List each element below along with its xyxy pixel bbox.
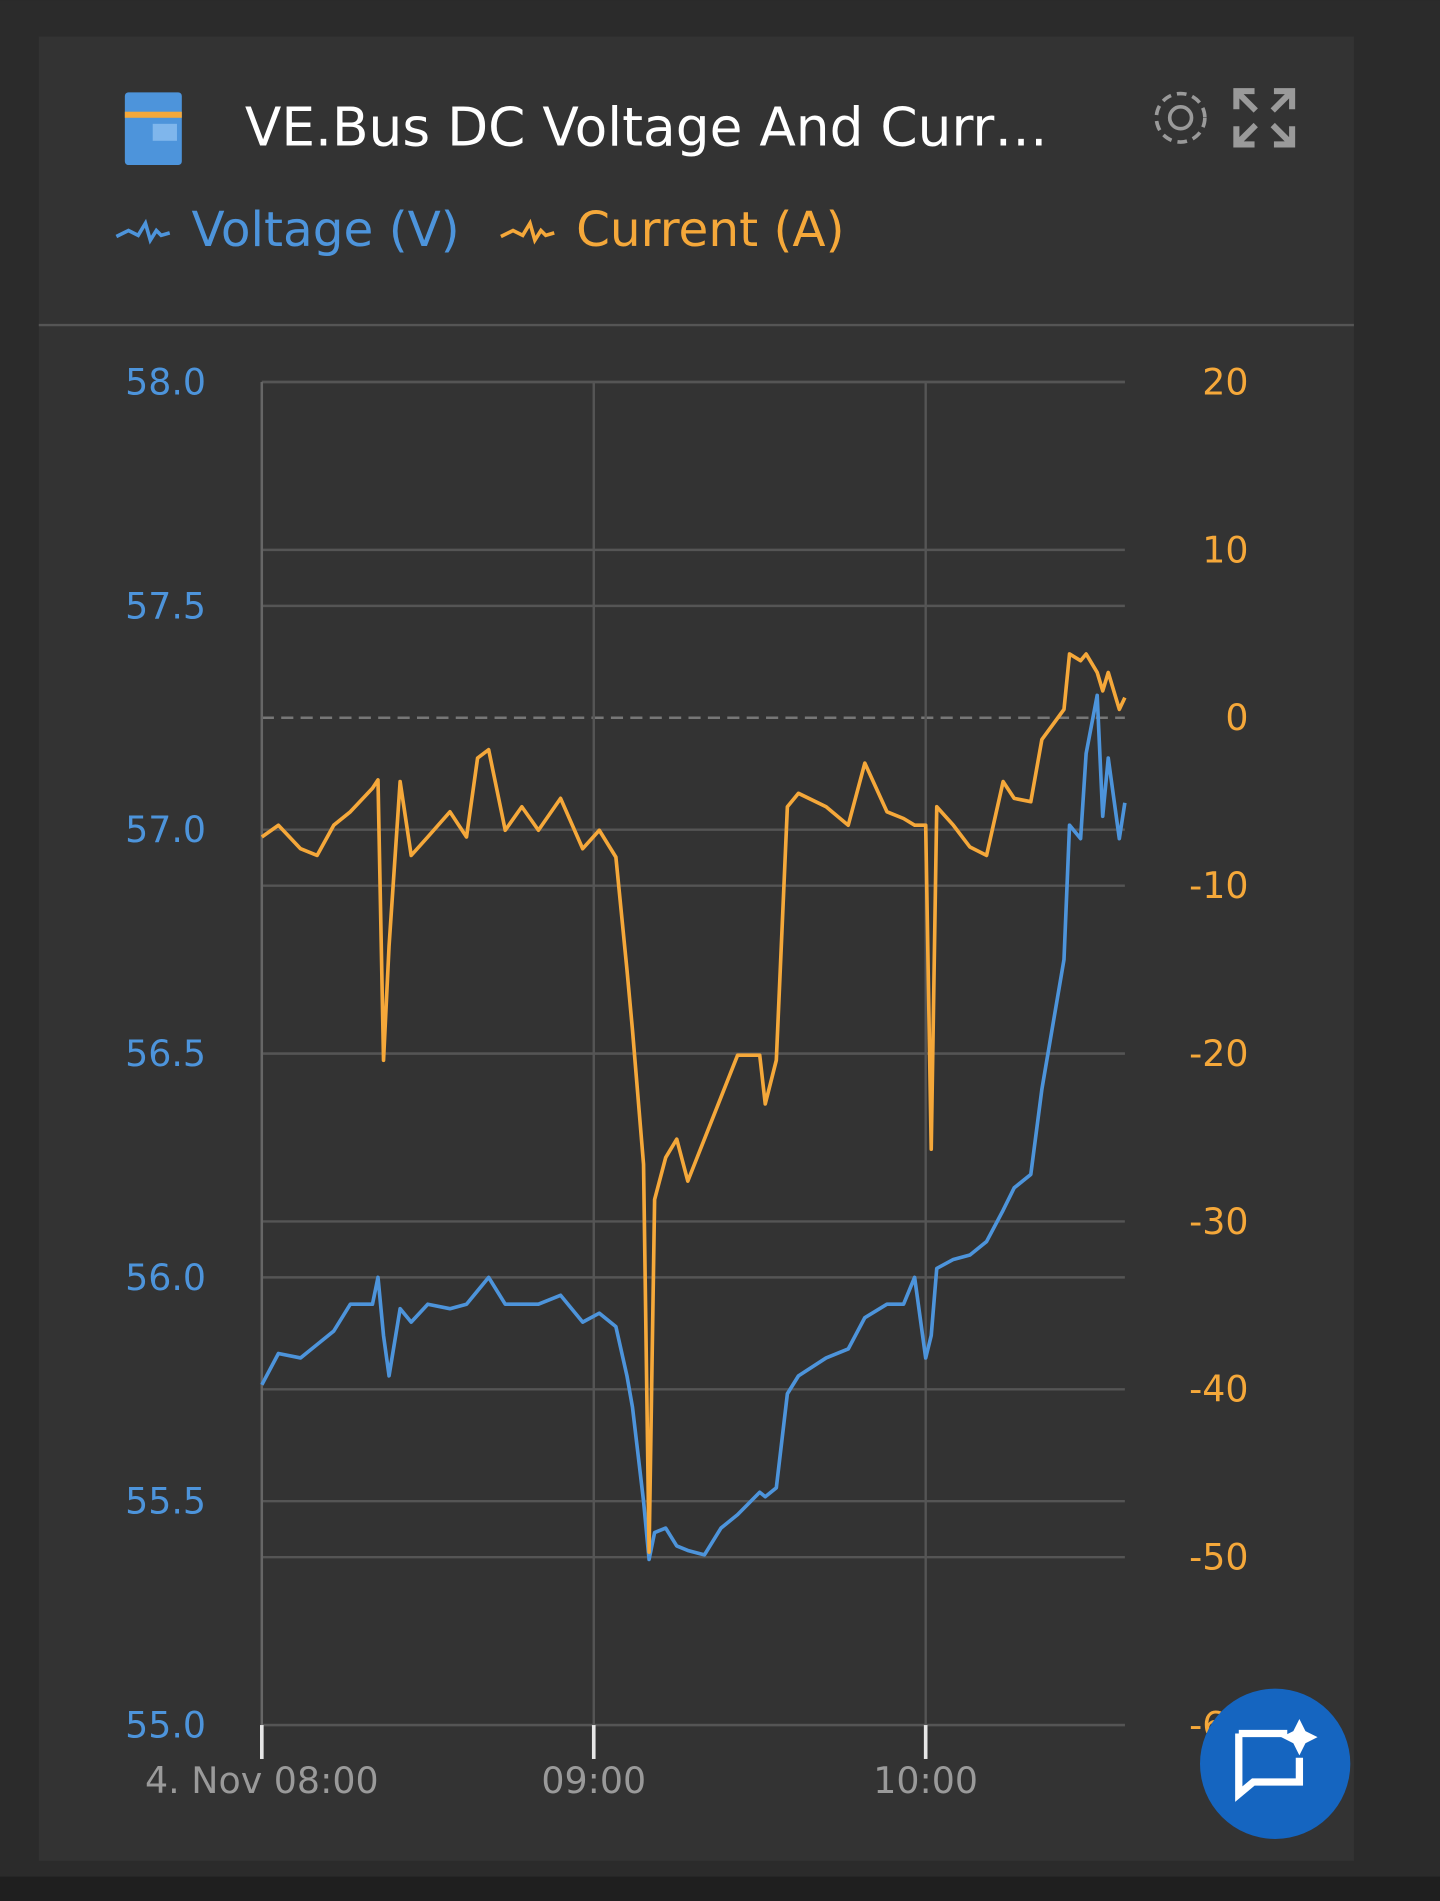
expand-button[interactable]	[1233, 88, 1296, 148]
x-tick-label: 10:00	[873, 1759, 978, 1802]
data-line	[260, 693, 1127, 1562]
y-tick-label: 55.5	[125, 1480, 206, 1523]
device-icon	[124, 92, 182, 166]
data-line	[260, 652, 1127, 1554]
card	[38, 36, 1354, 1861]
x-tick-label: 4. Nov 08:00	[145, 1759, 379, 1802]
y2-tick-label: -10	[1189, 864, 1248, 907]
y2-tick-label: 10	[1202, 528, 1248, 571]
y2-tick-label: -30	[1189, 1200, 1248, 1243]
y-tick-label: 58.0	[125, 360, 206, 403]
plot: 55.055.556.056.557.057.558.0-60-50-40-30…	[125, 360, 1248, 1802]
legend-label: Voltage (V)	[192, 202, 460, 258]
y2-tick-label: -20	[1189, 1032, 1248, 1075]
legend-label: Current (A)	[576, 202, 844, 258]
legend-symbol	[115, 218, 171, 245]
y2-tick-label: 0	[1225, 696, 1248, 739]
y2-tick-label: -50	[1189, 1536, 1248, 1579]
y-tick-label: 56.5	[125, 1032, 206, 1075]
chat-button[interactable]	[1200, 1688, 1351, 1839]
legend-item: Current (A)	[500, 202, 845, 258]
y-tick-label: 57.0	[125, 808, 206, 851]
legend-item: Voltage (V)	[115, 202, 460, 258]
x-tick-label: 09:00	[541, 1759, 646, 1802]
bottom-bar	[0, 1876, 1440, 1901]
y2-tick-label: -40	[1189, 1368, 1248, 1411]
y-tick-label: 55.0	[125, 1703, 206, 1746]
card-title: VE.Bus DC Voltage And Curr…	[245, 96, 1048, 159]
y-tick-label: 56.0	[125, 1256, 206, 1299]
settings-button[interactable]	[1154, 91, 1207, 144]
legend-symbol	[500, 218, 555, 245]
y2-tick-label: 20	[1202, 360, 1248, 403]
y-tick-label: 57.5	[125, 584, 206, 627]
